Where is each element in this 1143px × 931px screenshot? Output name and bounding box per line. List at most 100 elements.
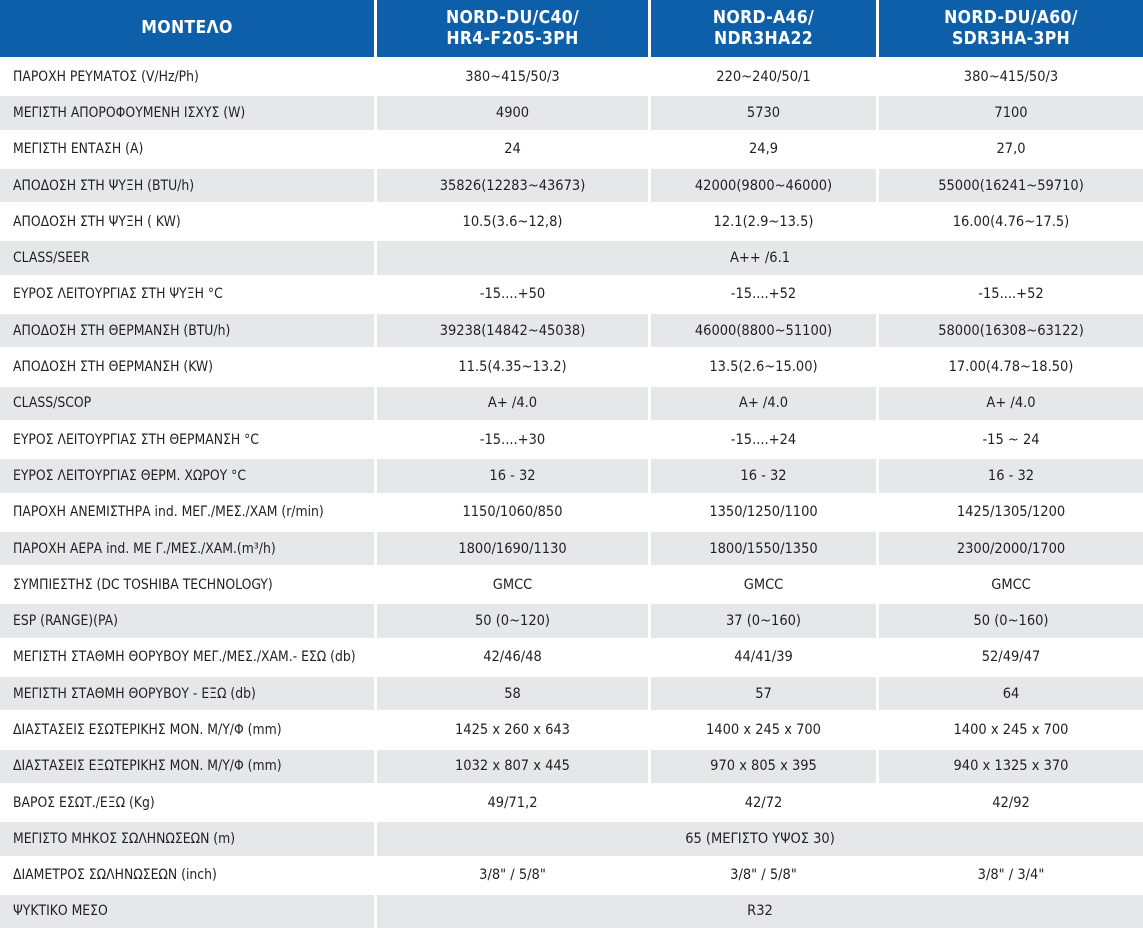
value-cell-model-2: 1350/1250/1100: [651, 495, 876, 529]
table-row: ΜΕΓΙΣΤΗ ΣΤΑΘΜΗ ΘΟΡΥΒΟΥ ΜΕΓ./ΜΕΣ./ΧΑΜ.- Ε…: [0, 640, 1143, 675]
table-row: ΑΠΟΔΟΣΗ ΣΤΗ ΨΥΞΗ (BTU/h) 35826(12283~4367…: [0, 168, 1143, 203]
value-cell-model-3: 55000(16241~59710): [879, 168, 1143, 203]
value-cell-model-2: 16 - 32: [651, 459, 876, 493]
table-row: ΜΕΓΙΣΤΗ ΑΠΟΡΟΦΟΥΜΕΝΗ ΙΣΧΥΣ (W) 4900 5730 71…: [0, 96, 1143, 130]
value-cell-model-2: 42000(9800~46000): [651, 168, 876, 203]
row-label: ΒΑΡΟΣ ΕΣΩΤ./ΕΞΩ (Kg): [0, 785, 374, 820]
value-cell-model-3: A+ /4.0: [879, 386, 1143, 420]
value-cell-model-1: A+ /4.0: [377, 386, 648, 420]
value-cell-model-3: GMCC: [879, 568, 1143, 602]
value-cell-model-3: 1400 x 245 x 700: [879, 713, 1143, 747]
row-label: ΕΥΡΟΣ ΛΕΙΤΟΥΡΓΙΑΣ ΣΤΗ ΘΕΡΜΑΝΣΗ °C: [0, 422, 374, 457]
value-cell-model-1: 10.5(3.6~12,8): [377, 205, 648, 239]
value-cell-model-3: -15 ~ 24: [879, 422, 1143, 457]
specifications-body: ΠΑΡΟΧΗ ΡΕΥΜΑΤΟΣ (V/Hz/Ph) 380~415/50/3 220…: [0, 60, 1143, 929]
value-cell-model-2: 44/41/39: [651, 640, 876, 675]
value-cell-model-1: 380~415/50/3: [377, 60, 648, 94]
value-cell-model-3: 27,0: [879, 132, 1143, 166]
value-cell-model-2: GMCC: [651, 568, 876, 602]
value-cell-model-2: 57: [651, 677, 876, 711]
value-cell-model-1: 24: [377, 132, 648, 166]
row-label: ΨΥΚΤΙΚΟ ΜΕΣΟ: [0, 894, 374, 929]
model-header-2: NORD-A46/ NDR3HA22: [651, 0, 876, 57]
value-cell-model-3: 940 x 1325 x 370: [879, 749, 1143, 783]
value-cell-model-3: 50 (0~160): [879, 604, 1143, 638]
model-name-line2: SDR3HA-3PH: [951, 28, 1071, 49]
value-cell-model-1: 16 - 32: [377, 459, 648, 493]
row-label: ΑΠΟΔΟΣΗ ΣΤΗ ΨΥΞΗ ( KW): [0, 205, 374, 239]
row-label: ΔΙΑΣΤΑΣΕΙΣ ΕΣΩΤΕΡΙΚΗΣ ΜΟΝ. Μ/Υ/Φ (mm): [0, 713, 374, 747]
table-row: ΨΥΚΤΙΚΟ ΜΕΣΟ R32: [0, 894, 1143, 929]
value-cell-model-3: -15....+52: [879, 277, 1143, 312]
table-row: ΣΥΜΠΙΕΣΤΗΣ (DC TOSHIBA TECHNOLOGY) GMCC GM…: [0, 568, 1143, 602]
row-label: ΜΕΓΙΣΤΗ ΑΠΟΡΟΦΟΥΜΕΝΗ ΙΣΧΥΣ (W): [0, 96, 374, 130]
merged-value-cell: R32: [377, 894, 1143, 929]
value-cell-model-1: 1150/1060/850: [377, 495, 648, 529]
table-row: ESP (RANGE)(PA) 50 (0~120) 37 (0~160) 50 (0…: [0, 604, 1143, 638]
table-row: ΑΠΟΔΟΣΗ ΣΤΗ ΘΕΡΜΑΝΣΗ (KW) 11.5(4.35~13.2)…: [0, 350, 1143, 384]
value-cell-model-3: 52/49/47: [879, 640, 1143, 675]
value-cell-model-1: 35826(12283~43673): [377, 168, 648, 203]
value-cell-model-3: 16 - 32: [879, 459, 1143, 493]
value-cell-model-2: -15....+24: [651, 422, 876, 457]
row-label: ΑΠΟΔΟΣΗ ΣΤΗ ΘΕΡΜΑΝΣΗ (BTU/h): [0, 314, 374, 348]
table-row: ΔΙΑΣΤΑΣΕΙΣ ΕΞΩΤΕΡΙΚΗΣ ΜΟΝ. Μ/Υ/Φ (mm) 103…: [0, 749, 1143, 783]
value-cell-model-2: 46000(8800~51100): [651, 314, 876, 348]
value-cell-model-3: 380~415/50/3: [879, 60, 1143, 94]
value-cell-model-3: 64: [879, 677, 1143, 711]
table-row: ΔΙΑΜΕΤΡΟΣ ΣΩΛΗΝΩΣΕΩΝ (inch) 3/8" / 5/8" 3/…: [0, 858, 1143, 892]
value-cell-model-2: 13.5(2.6~15.00): [651, 350, 876, 384]
value-cell-model-1: 1032 x 807 x 445: [377, 749, 648, 783]
table-row: ΕΥΡΟΣ ΛΕΙΤΟΥΡΓΙΑΣ ΣΤΗ ΘΕΡΜΑΝΣΗ °C -15....…: [0, 422, 1143, 457]
value-cell-model-2: A+ /4.0: [651, 386, 876, 420]
value-cell-model-2: 1800/1550/1350: [651, 531, 876, 566]
table-row: CLASS/SCOP A+ /4.0 A+ /4.0 A+ /4.0: [0, 386, 1143, 420]
table-row: ΠΑΡΟΧΗ ΑΕΡΑ ind. ΜΕ Γ./ΜΕΣ./ΧΑΜ.(m³/h) 18…: [0, 531, 1143, 566]
value-cell-model-1: -15....+30: [377, 422, 648, 457]
value-cell-model-1: 11.5(4.35~13.2): [377, 350, 648, 384]
value-cell-model-2: 12.1(2.9~13.5): [651, 205, 876, 239]
model-name-line2: HR4-F205-3PH: [446, 28, 579, 49]
table-row: ΔΙΑΣΤΑΣΕΙΣ ΕΣΩΤΕΡΙΚΗΣ ΜΟΝ. Μ/Υ/Φ (mm) 142…: [0, 713, 1143, 747]
table-row: ΜΕΓΙΣΤΗ ΕΝΤΑΣΗ (A) 24 24,9 27,0: [0, 132, 1143, 166]
table-row: ΑΠΟΔΟΣΗ ΣΤΗ ΨΥΞΗ ( KW) 10.5(3.6~12,8) 12.1…: [0, 205, 1143, 239]
header-row: ΜΟΝΤΕΛΟ NORD-DU/C40/ HR4-F205-3PH NORD-A…: [0, 0, 1143, 57]
value-cell-model-2: 37 (0~160): [651, 604, 876, 638]
value-cell-model-3: 2300/2000/1700: [879, 531, 1143, 566]
table-row: ΕΥΡΟΣ ΛΕΙΤΟΥΡΓΙΑΣ ΘΕΡΜ. ΧΩΡΟΥ °C 16 - 32 1…: [0, 459, 1143, 493]
value-cell-model-2: 3/8" / 5/8": [651, 858, 876, 892]
row-label: ESP (RANGE)(PA): [0, 604, 374, 638]
row-label: ΑΠΟΔΟΣΗ ΣΤΗ ΨΥΞΗ (BTU/h): [0, 168, 374, 203]
row-label: ΠΑΡΟΧΗ ΑΕΡΑ ind. ΜΕ Γ./ΜΕΣ./ΧΑΜ.(m³/h): [0, 531, 374, 566]
value-cell-model-2: 970 x 805 x 395: [651, 749, 876, 783]
row-label: ΔΙΑΜΕΤΡΟΣ ΣΩΛΗΝΩΣΕΩΝ (inch): [0, 858, 374, 892]
model-label-text: ΜΟΝΤΕΛΟ: [141, 18, 233, 38]
value-cell-model-3: 16.00(4.76~17.5): [879, 205, 1143, 239]
row-label: ΜΕΓΙΣΤΗ ΕΝΤΑΣΗ (A): [0, 132, 374, 166]
value-cell-model-3: 58000(16308~63122): [879, 314, 1143, 348]
value-cell-model-1: 4900: [377, 96, 648, 130]
value-cell-model-3: 17.00(4.78~18.50): [879, 350, 1143, 384]
value-cell-model-1: 39238(14842~45038): [377, 314, 648, 348]
row-label: ΜΕΓΙΣΤΗ ΣΤΑΘΜΗ ΘΟΡΥΒΟΥ - ΕΞΩ (db): [0, 677, 374, 711]
value-cell-model-3: 3/8" / 3/4": [879, 858, 1143, 892]
table-row: ΑΠΟΔΟΣΗ ΣΤΗ ΘΕΡΜΑΝΣΗ (BTU/h) 39238(14842~…: [0, 314, 1143, 348]
row-label: ΜΕΓΙΣΤΟ ΜΗΚΟΣ ΣΩΛΗΝΩΣΕΩΝ (m): [0, 822, 374, 856]
merged-value-cell: A++ /6.1: [377, 241, 1143, 275]
model-header-1: NORD-DU/C40/ HR4-F205-3PH: [377, 0, 648, 57]
table-row: ΕΥΡΟΣ ΛΕΙΤΟΥΡΓΙΑΣ ΣΤΗ ΨΥΞΗ °C -15....+50-…: [0, 277, 1143, 312]
model-name-line2: NDR3HA22: [713, 28, 813, 49]
model-name-line1: NORD-DU/A60/: [944, 7, 1078, 28]
model-header-3: NORD-DU/A60/ SDR3HA-3PH: [879, 0, 1143, 57]
model-name-line1: NORD-A46/: [712, 7, 815, 28]
model-name-line1: NORD-DU/C40/: [445, 7, 580, 28]
value-cell-model-1: GMCC: [377, 568, 648, 602]
row-label: ΕΥΡΟΣ ΛΕΙΤΟΥΡΓΙΑΣ ΘΕΡΜ. ΧΩΡΟΥ °C: [0, 459, 374, 493]
model-header-label: ΜΟΝΤΕΛΟ: [0, 0, 374, 57]
value-cell-model-1: 1800/1690/1130: [377, 531, 648, 566]
value-cell-model-2: 1400 x 245 x 700: [651, 713, 876, 747]
value-cell-model-1: 50 (0~120): [377, 604, 648, 638]
row-label: ΕΥΡΟΣ ΛΕΙΤΟΥΡΓΙΑΣ ΣΤΗ ΨΥΞΗ °C: [0, 277, 374, 312]
value-cell-model-1: 49/71,2: [377, 785, 648, 820]
value-cell-model-1: 42/46/48: [377, 640, 648, 675]
